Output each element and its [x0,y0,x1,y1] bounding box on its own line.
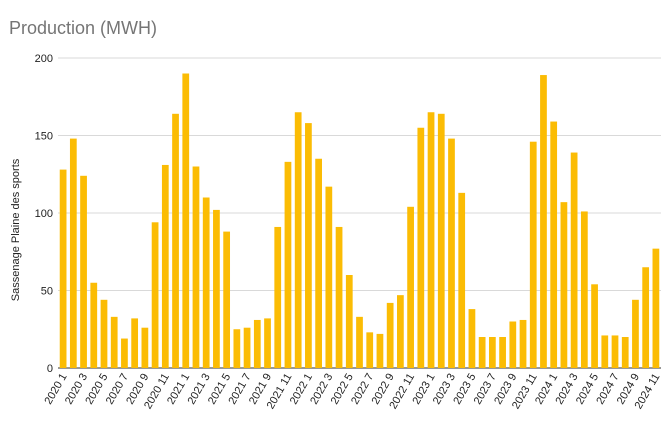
bar-2021-10 [274,226,282,368]
bar-2022-5 [345,275,353,368]
bar-2023-4 [458,192,466,368]
bar-2023-5 [468,309,476,368]
y-tick-label: 200 [35,53,53,65]
bar-2020-7 [121,338,128,368]
bar-2023-10 [519,319,527,368]
bar-2020-1 [59,169,67,368]
bar-2023-8 [499,337,506,368]
y-tick-label: 0 [47,363,53,375]
bar-2020-8 [131,318,139,368]
bar-2024-9 [632,299,639,368]
bar-2022-1 [305,123,312,368]
bar-2024-4 [580,211,588,368]
bar-2022-11 [407,206,414,368]
bar-2020-9 [141,327,149,368]
bar-2024-11 [652,248,660,368]
bar-2021-1 [182,73,190,368]
bar-2024-3 [570,152,578,368]
bar-2020-12 [172,113,179,368]
chart-title: Production (MWH) [9,18,158,38]
bar-2023-1 [427,112,435,368]
bar-2022-3 [325,186,333,368]
bar-2024-1 [550,121,558,368]
y-tick-label: 50 [41,286,53,298]
bar-2022-9 [386,302,394,368]
bar-2022-6 [356,316,363,368]
bar-2022-4 [335,226,343,368]
bar-2021-7 [243,327,251,368]
bar-2021-5 [223,231,231,368]
bar-2024-8 [621,337,629,368]
bar-2024-10 [642,267,650,368]
bar-2024-2 [560,202,568,368]
bar-2023-7 [488,337,496,368]
bar-2020-10 [151,222,159,368]
bar-2023-12 [540,75,547,369]
bar-2022-12 [417,127,425,368]
bar-2021-12 [294,112,302,368]
bar-2023-6 [478,337,486,368]
bar-2021-3 [202,197,210,368]
bar-2020-2 [69,138,77,368]
bar-2020-5 [100,299,108,368]
bar-2023-11 [529,141,537,368]
bar-2024-6 [601,335,609,368]
bar-2024-5 [591,284,598,368]
bar-2020-6 [110,316,118,368]
bar-2020-11 [161,164,169,368]
bar-2022-7 [366,332,374,368]
bar-2023-9 [509,321,517,368]
y-tick-label: 100 [35,208,53,220]
bar-2022-8 [376,333,384,368]
bar-2021-11 [284,161,292,368]
bar-2021-9 [264,318,271,368]
bar-2021-6 [233,329,241,368]
bar-2023-2 [437,113,445,368]
y-tick-label: 150 [35,131,53,143]
bar-2021-8 [253,319,261,368]
bars [59,73,660,369]
bar-2021-2 [192,166,200,368]
y-axis-ticks: 0 50 100 150 200 [35,53,53,375]
y-axis-label: Sassenage Plaine des sports [10,158,22,301]
bar-2020-4 [90,282,98,368]
bar-2021-4 [213,209,220,368]
bar-2022-2 [315,158,322,368]
bar-2024-7 [611,335,619,368]
bar-2023-3 [448,138,455,368]
bar-2020-3 [80,175,87,368]
bar-2022-10 [397,295,404,368]
